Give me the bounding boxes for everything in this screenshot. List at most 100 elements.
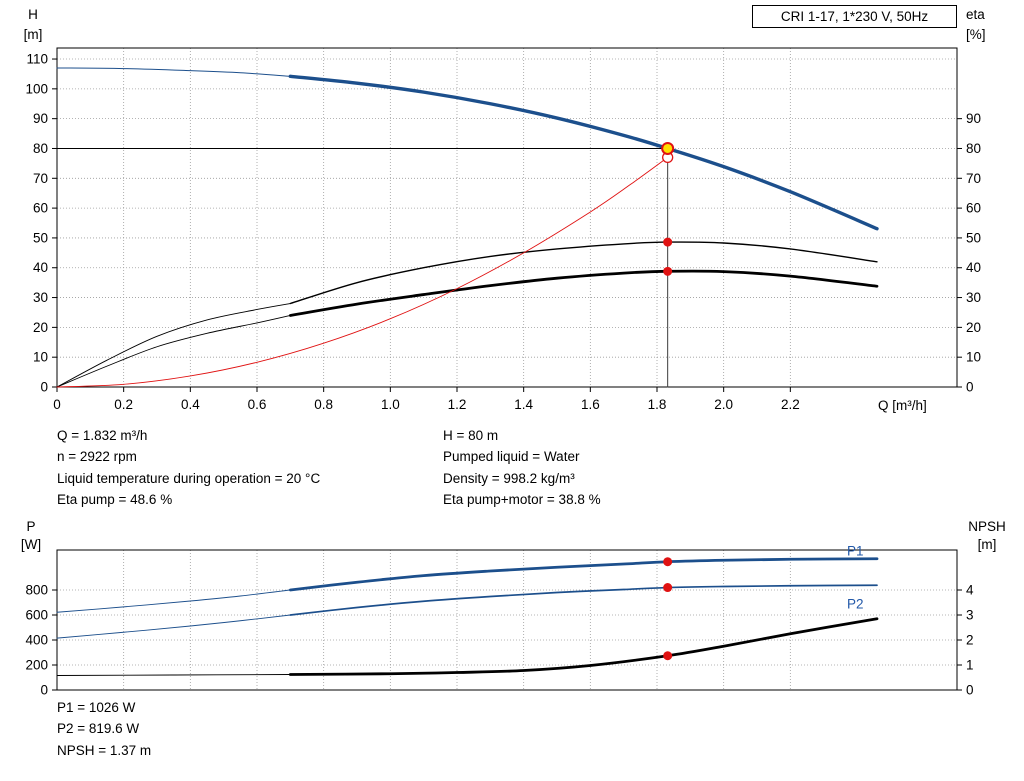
x-tick-label: 2.0 (714, 397, 733, 412)
x-tick-label: 1.0 (381, 397, 400, 412)
y-left-axis-name: P (26, 519, 35, 534)
y-right-tick-label: 10 (966, 350, 981, 365)
y-left-tick-label: 50 (33, 230, 48, 245)
info-p1: P1 = 1026 W (57, 700, 136, 715)
y-right-tick-label: 0 (966, 380, 974, 395)
y-right-tick-label: 3 (966, 608, 974, 623)
info-pumped-liquid: Pumped liquid = Water (443, 449, 580, 465)
y-right-tick-label: 4 (966, 583, 974, 598)
y-left-axis-unit: [W] (21, 537, 41, 552)
qh-eta-chart-labels: 0 10 20 30 40 50 60 70 80 90 100 110 0 10 20 30 40 50 60 70… (24, 7, 986, 413)
p1-label: P1 (847, 543, 864, 558)
p2-low-flow (56, 614, 291, 639)
y-left-axis-unit: [m] (24, 27, 43, 42)
y-left-tick-label: 100 (25, 81, 48, 96)
y-right-axis-unit: [%] (966, 27, 986, 42)
power-npsh-chart-ticks (52, 589, 962, 691)
y-right-tick-label: 1 (966, 658, 974, 673)
y-left-tick-label: 80 (33, 141, 48, 156)
qh-eta-chart: 0 10 20 30 40 50 60 70 80 90 100 110 0 10 20 30 40 50 60 70… (24, 7, 986, 413)
y-right-tick-label: 20 (966, 320, 981, 335)
x-tick-label: 1.8 (648, 397, 667, 412)
p2-curve (289, 584, 878, 616)
info-density: Density = 998.2 kg/m³ (443, 470, 575, 486)
eta-pump-motor-curve (288, 269, 879, 317)
info-liquid-temperature: Liquid temperature during operation = 20… (57, 470, 321, 486)
y-left-tick-label: 800 (25, 583, 48, 598)
y-left-tick-label: 400 (25, 633, 48, 648)
info-npsh: NPSH = 1.37 m (57, 742, 152, 758)
pump-title-box: CRI 1-17, 1*230 V, 50Hz (752, 5, 957, 28)
y-left-tick-label: 200 (25, 658, 48, 673)
power-npsh-chart-labels: 0 200 400 600 800 0 1 2 3 4 P [W] NPSH [m] (21, 519, 1006, 698)
p1-curve (288, 557, 879, 592)
qh-eta-chart-grid (57, 48, 957, 387)
x-tick-label: 0 (53, 397, 61, 412)
power-npsh-chart-frame (56, 549, 958, 691)
x-tick-label: 1.6 (581, 397, 600, 412)
operating-info-right: H = 80 m Pumped liquid = Water Density =… (443, 425, 601, 510)
x-tick-label: 0.6 (248, 397, 267, 412)
info-head: H = 80 m (443, 428, 499, 443)
eta-pump-low-flow (56, 303, 291, 388)
y-left-axis-name: H (28, 7, 38, 22)
info-speed: n = 2922 rpm (57, 449, 137, 465)
y-left-tick-label: 0 (40, 380, 48, 395)
eta-pump-motor-point (663, 266, 673, 276)
p2-duty-point (663, 583, 673, 593)
y-left-tick-label: 10 (33, 350, 48, 365)
p1-low-flow (56, 589, 291, 613)
qh-eta-chart-ticks (52, 58, 962, 392)
y-right-tick-label: 2 (966, 633, 974, 648)
info-eta-pump-motor: Eta pump+motor = 38.8 % (443, 491, 601, 507)
y-left-tick-label: 30 (33, 290, 48, 305)
x-tick-label: 1.4 (514, 397, 533, 412)
y-left-tick-label: 60 (33, 201, 48, 216)
x-tick-label: 0.4 (181, 397, 200, 412)
y-right-tick-label: 90 (966, 111, 981, 126)
npsh-curve (288, 617, 879, 676)
y-left-tick-label: 600 (25, 608, 48, 623)
y-left-tick-label: 70 (33, 171, 48, 186)
x-axis-label: Q [m³/h] (878, 398, 927, 413)
y-left-tick-label: 20 (33, 320, 48, 335)
power-info: P1 = 1026 W P2 = 819.6 W NPSH = 1.37 m (57, 697, 151, 761)
y-right-tick-label: 50 (966, 230, 981, 245)
pump-title: CRI 1-17, 1*230 V, 50Hz (780, 9, 929, 24)
power-npsh-chart: 0 200 400 600 800 0 1 2 3 4 P [W] NPSH [m] P1 P2 (21, 519, 1006, 698)
head-curve (288, 74, 879, 231)
p2-label: P2 (847, 597, 864, 612)
y-left-tick-label: 110 (26, 52, 48, 67)
info-eta-pump: Eta pump = 48.6 % (57, 491, 173, 507)
y-right-tick-label: 0 (966, 683, 974, 698)
y-right-axis-name: NPSH (968, 519, 1006, 534)
y-right-tick-label: 40 (966, 260, 981, 275)
y-right-tick-label: 60 (966, 201, 981, 216)
eta-pump-motor-low-flow (56, 314, 291, 388)
head-curve-low-flow (56, 67, 291, 77)
y-right-tick-label: 70 (966, 171, 981, 186)
npsh-low-flow (56, 674, 291, 676)
info-flow: Q = 1.832 m³/h (57, 428, 148, 443)
system-curve (56, 156, 669, 388)
p1-duty-point (663, 557, 673, 567)
y-left-tick-label: 40 (33, 260, 48, 275)
x-tick-label: 0.8 (314, 397, 333, 412)
y-right-tick-label: 80 (966, 141, 981, 156)
npsh-duty-point (663, 651, 673, 661)
x-tick-label: 0.2 (114, 397, 133, 412)
x-tick-label: 1.2 (448, 397, 467, 412)
info-p2: P2 = 819.6 W (57, 721, 140, 737)
qh-eta-chart-frame (56, 47, 958, 388)
y-right-tick-label: 30 (966, 290, 981, 305)
operating-info-left: Q = 1.832 m³/h n = 2922 rpm Liquid tempe… (57, 425, 320, 510)
y-right-axis-unit: [m] (978, 537, 997, 552)
y-left-tick-label: 90 (33, 111, 48, 126)
x-tick-label: 2.2 (781, 397, 800, 412)
duty-point (661, 141, 675, 155)
y-right-axis-name: eta (966, 7, 985, 22)
eta-pump-curve (289, 241, 878, 305)
y-left-tick-label: 0 (40, 683, 48, 698)
